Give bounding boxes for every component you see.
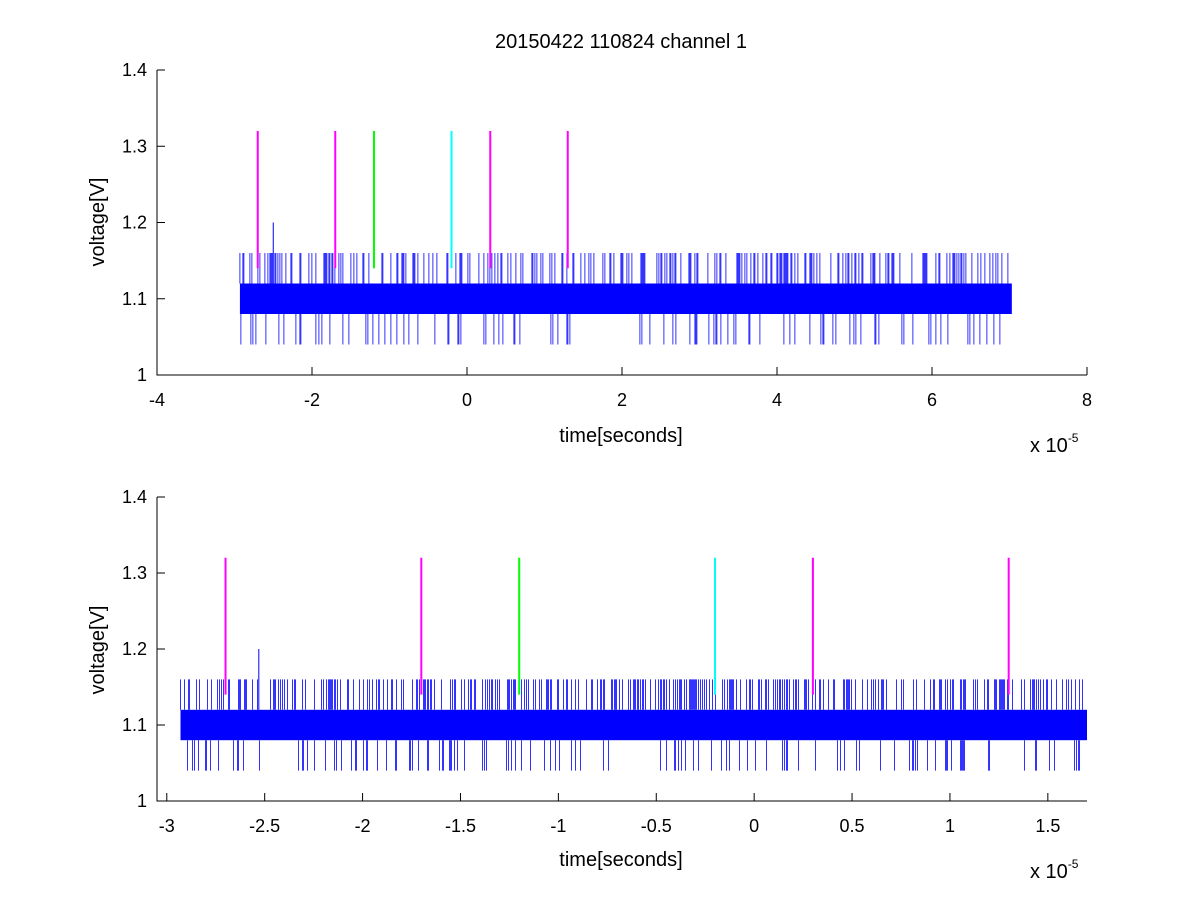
signal-spikes-low	[240, 314, 1001, 345]
signal-band	[180, 709, 1087, 741]
plot-area-top: -4 -2 0 2 4 6 8 1 1.1 1.2 1.3 1.4	[122, 60, 1092, 410]
y-tick-label: 1	[137, 791, 147, 811]
x-tick-label: 8	[1082, 390, 1092, 410]
x-tick-label: 4	[772, 390, 782, 410]
x-multiplier: x 10-5	[1030, 857, 1079, 883]
x-tick-label: -2	[304, 390, 320, 410]
x-tick-label: -0.5	[641, 816, 672, 836]
signal-spikes-high	[180, 679, 1083, 710]
x-tick-label: -1	[550, 816, 566, 836]
signal-spikes-high	[239, 253, 1009, 284]
x-tick-label: 0	[749, 816, 759, 836]
x-tick-label: -3	[159, 816, 175, 836]
x-multiplier-base: x 10	[1030, 435, 1068, 457]
x-axis-label: time[seconds]	[559, 849, 682, 871]
y-tick-label: 1.1	[122, 715, 147, 735]
x-multiplier-base: x 10	[1030, 861, 1068, 883]
x-tick-label: 0	[462, 390, 472, 410]
x-tick-label: -1.5	[445, 816, 476, 836]
y-tick-label: 1.1	[122, 289, 147, 309]
x-multiplier-exp: -5	[1068, 431, 1079, 445]
x-axis-label: time[seconds]	[559, 425, 682, 447]
y-axis-label: voltage[V]	[87, 606, 109, 695]
y-tick-label: 1	[137, 365, 147, 385]
chart-title: 20150422 110824 channel 1	[495, 31, 747, 53]
x-tick-label: -2.5	[249, 816, 280, 836]
x-tick-label: -2	[355, 816, 371, 836]
x-tick-label: 6	[927, 390, 937, 410]
y-axis-label: voltage[V]	[87, 178, 109, 267]
y-tick-label: 1.4	[122, 60, 147, 80]
y-tick-label: 1.2	[122, 639, 147, 659]
plot-area-bottom: -3 -2.5 -2 -1.5 -1 -0.5 0 0.5 1 1.5 1 1.1 1.2 1.3 1.4	[122, 487, 1087, 836]
signal-spikes-low	[187, 740, 1080, 771]
x-tick-label: 1	[945, 816, 955, 836]
signal-series	[239, 222, 1012, 345]
y-tick-label: 1.3	[122, 563, 147, 583]
signal-band	[239, 283, 1012, 314]
y-tick-label: 1.3	[122, 136, 147, 156]
signal-series	[180, 649, 1087, 771]
x-multiplier: x 10-5	[1030, 431, 1079, 457]
subplot-bottom: -3 -2.5 -2 -1.5 -1 -0.5 0 0.5 1 1.511.11.21.31.4 …	[87, 487, 1087, 883]
x-tick-label: -4	[149, 390, 165, 410]
y-tick-label: 1.2	[122, 213, 147, 233]
x-tick-label: 0.5	[840, 816, 865, 836]
x-tick-label: 2	[617, 390, 627, 410]
x-tick-label: 1.5	[1035, 816, 1060, 836]
y-tick-label: 1.4	[122, 487, 147, 507]
x-multiplier-exp: -5	[1068, 857, 1079, 871]
subplot-top: 20150422 110824 channel 1 -4 -2 0 2 4 6 8 1 1.1 1…	[87, 31, 1092, 457]
